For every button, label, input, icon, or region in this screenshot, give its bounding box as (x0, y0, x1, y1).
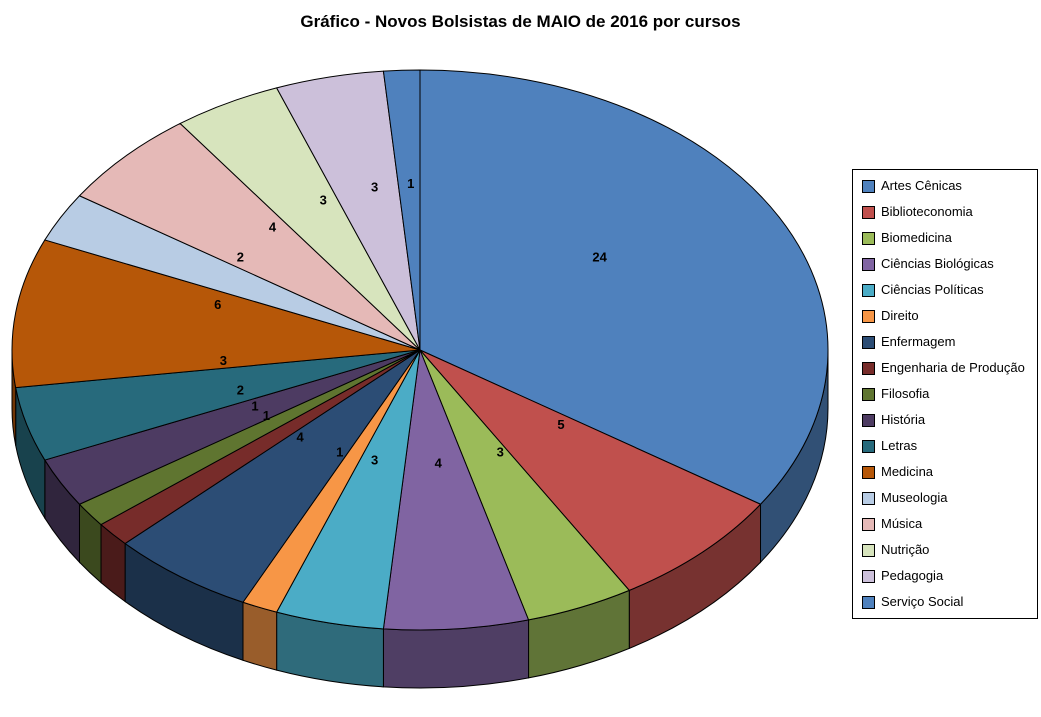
legend-swatch (862, 335, 875, 349)
chart-title: Gráfico - Novos Bolsistas de MAIO de 201… (300, 12, 741, 31)
legend: Artes Cênicas Biblioteconomia Biomedicina C… (852, 169, 1038, 619)
legend-swatch (862, 517, 875, 531)
pie-slice (78, 122, 421, 351)
legend-item: Nutrição (862, 542, 1028, 558)
legend-label: Nutrição (881, 542, 930, 557)
legend-label: Enfermagem (881, 334, 956, 349)
legend-swatch (862, 569, 875, 583)
legend-swatch (862, 491, 875, 505)
legend-swatch (862, 205, 875, 219)
pie-slice (382, 349, 530, 631)
slice-data-label: 5 (557, 417, 564, 432)
legend-label: Direito (881, 308, 919, 323)
slice-data-label: 4 (435, 455, 443, 470)
legend-swatch (862, 257, 875, 271)
legend-swatch (862, 465, 875, 479)
legend-label: Música (881, 516, 923, 531)
slice-data-label: 1 (336, 445, 343, 460)
slice-data-label: 3 (371, 180, 378, 195)
slice-data-label: 3 (497, 445, 504, 460)
legend-item: Música (862, 516, 1028, 532)
legend-item: Biblioteconomia (862, 204, 1028, 220)
legend-label: Ciências Biológicas (881, 256, 994, 271)
legend-label: Ciências Políticas (881, 282, 984, 297)
legend-item: Artes Cênicas (862, 178, 1028, 194)
legend-item: Biomedicina (862, 230, 1028, 246)
pie-slice (11, 239, 421, 389)
legend-item: Serviço Social (862, 594, 1028, 610)
legend-item: Ciências Políticas (862, 282, 1028, 298)
legend-swatch (862, 543, 875, 557)
legend-item: História (862, 412, 1028, 428)
legend-item: Enfermagem (862, 334, 1028, 350)
slice-data-label: 3 (320, 193, 327, 208)
slice-data-label: 2 (237, 250, 244, 265)
legend-label: Biblioteconomia (881, 204, 973, 219)
slice-data-label: 1 (263, 408, 270, 423)
legend-item: Medicina (862, 464, 1028, 480)
slice-data-label: 24 (592, 250, 607, 265)
legend-label: Medicina (881, 464, 934, 479)
legend-label: Serviço Social (881, 594, 964, 609)
slice-data-label: 2 (237, 382, 244, 397)
pie-slice (419, 349, 762, 591)
legend-item: Ciências Biológicas (862, 256, 1028, 272)
legend-swatch (862, 309, 875, 323)
legend-swatch (862, 439, 875, 453)
legend-label: Filosofia (881, 386, 930, 401)
slice-data-label: 1 (407, 176, 414, 191)
legend-swatch (862, 283, 875, 297)
legend-item: Engenharia de Produção (862, 360, 1028, 376)
pie-slice (124, 349, 421, 603)
legend-label: Letras (881, 438, 918, 453)
legend-label: Artes Cênicas (881, 178, 962, 193)
legend-item: Pedagogia (862, 568, 1028, 584)
legend-swatch (862, 361, 875, 375)
pie-slice (382, 69, 421, 351)
slice-data-label: 4 (296, 429, 304, 444)
slice-data-label: 4 (269, 219, 277, 234)
legend-swatch (862, 179, 875, 193)
legend-label: Engenharia de Produção (881, 360, 1025, 375)
legend-label: Museologia (881, 490, 948, 505)
legend-item: Museologia (862, 490, 1028, 506)
legend-label: História (881, 412, 926, 427)
legend-swatch (862, 595, 875, 609)
legend-item: Direito (862, 308, 1028, 324)
legend-label: Pedagogia (881, 568, 944, 583)
legend-item: Letras (862, 438, 1028, 454)
legend-swatch (862, 231, 875, 245)
legend-item: Filosofia (862, 386, 1028, 402)
legend-label: Biomedicina (881, 230, 952, 245)
slice-data-label: 6 (214, 297, 221, 312)
pie-slice-side (242, 601, 278, 671)
slice-data-label: 1 (251, 398, 258, 413)
slice-data-label: 3 (371, 453, 378, 468)
legend-swatch (862, 387, 875, 401)
legend-swatch (862, 413, 875, 427)
slice-data-label: 3 (220, 353, 227, 368)
